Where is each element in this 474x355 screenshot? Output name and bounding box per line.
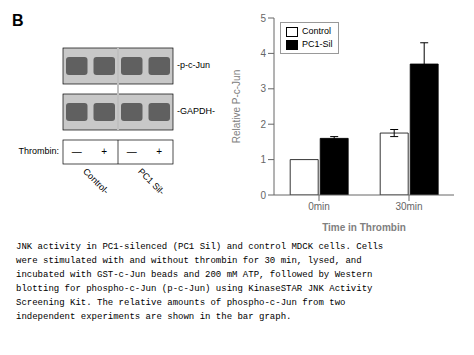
- svg-text:Thrombin:: Thrombin:: [18, 146, 59, 156]
- svg-text:0min: 0min: [308, 201, 330, 212]
- svg-text:Relative P-c-Jun: Relative P-c-Jun: [231, 70, 242, 143]
- svg-text:-p-c-Jun: -p-c-Jun: [177, 60, 210, 70]
- svg-text:—: —: [127, 146, 137, 157]
- svg-text:4: 4: [260, 48, 266, 59]
- svg-text:2: 2: [260, 119, 266, 130]
- svg-text:PC1 Sil-: PC1 Sil-: [136, 166, 166, 196]
- html-text:PC1-Sil: PC1-Sil: [302, 39, 333, 49]
- svg-text:-GAPDH-: -GAPDH-: [177, 106, 215, 116]
- svg-text:B: B: [12, 12, 24, 29]
- svg-text:+: +: [101, 146, 107, 157]
- svg-text:Control-: Control-: [81, 166, 111, 196]
- svg-text:0: 0: [260, 190, 266, 201]
- html-text:JNK activity in PC1-silenced (: JNK activity in PC1-silenced (PC1 Sil) a…: [16, 242, 384, 322]
- svg-text:—: —: [72, 146, 82, 157]
- svg-text:+: +: [156, 146, 162, 157]
- svg-text:5: 5: [260, 13, 266, 24]
- svg-text:30min: 30min: [395, 201, 422, 212]
- svg-text:3: 3: [260, 83, 266, 94]
- html-text:Control: Control: [302, 26, 331, 36]
- svg-text:Time in Thrombin: Time in Thrombin: [322, 222, 406, 233]
- svg-text:1: 1: [260, 154, 266, 165]
